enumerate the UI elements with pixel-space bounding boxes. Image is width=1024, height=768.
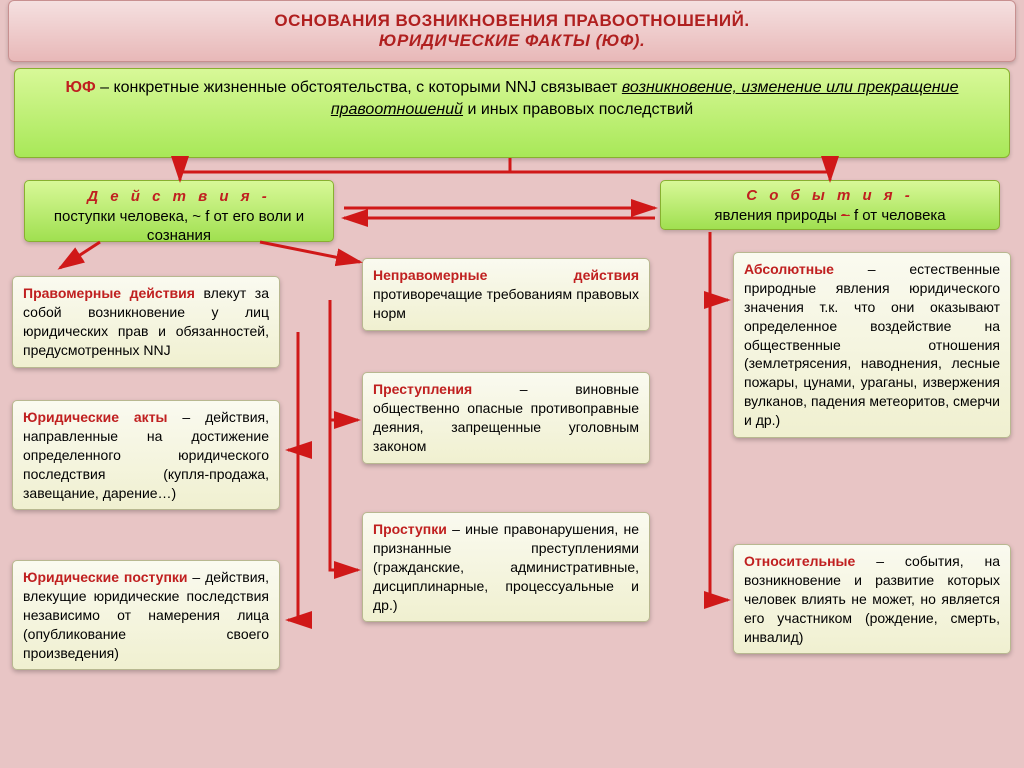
definition-abbr: ЮФ: [66, 79, 96, 96]
definition-text2: и иных правовых последствий: [463, 101, 693, 118]
card-deeds: Юридические поступки – действия, влекущи…: [12, 560, 280, 670]
actions-desc: поступки человека, ~ f от его воли и соз…: [35, 207, 323, 246]
card-offenses-title: Проступки: [373, 521, 447, 537]
events-desc: явления природы ~ f от человека: [671, 206, 989, 226]
card-unlawful: Неправомерные действия противоречащие тр…: [362, 258, 650, 331]
events-title: С о б ы т и я -: [671, 186, 989, 206]
card-absolute-text: – естественные природные явления юридиче…: [744, 261, 1000, 428]
events-desc-strike: ~: [841, 207, 850, 224]
card-acts: Юридические акты – действия, направленны…: [12, 400, 280, 510]
events-desc-post: f от человека: [850, 207, 946, 224]
actions-title: Д е й с т в и я -: [35, 187, 323, 207]
card-unlawful-title: Неправомерные действия: [373, 267, 639, 283]
card-acts-title: Юридические акты: [23, 409, 168, 425]
card-deeds-title: Юридические поступки: [23, 569, 188, 585]
title-line1: ОСНОВАНИЯ ВОЗНИКНОВЕНИЯ ПРАВООТНОШЕНИЙ.: [274, 11, 749, 31]
card-relative: Относительные – события, на возникновени…: [733, 544, 1011, 654]
main-title: ОСНОВАНИЯ ВОЗНИКНОВЕНИЯ ПРАВООТНОШЕНИЙ. …: [8, 0, 1016, 62]
events-desc-pre: явления природы: [714, 207, 841, 224]
card-offenses: Проступки – иные правонарушения, не приз…: [362, 512, 650, 622]
definition-text1: – конкретные жизненные обстоятельства, с…: [96, 79, 622, 96]
card-relative-title: Относительные: [744, 553, 855, 569]
card-lawful: Правомерные действия влекут за собой воз…: [12, 276, 280, 368]
card-crimes: Преступления – виновные общественно опас…: [362, 372, 650, 464]
card-crimes-title: Преступления: [373, 381, 472, 397]
actions-box: Д е й с т в и я - поступки человека, ~ f…: [24, 180, 334, 242]
definition-box: ЮФ – конкретные жизненные обстоятельства…: [14, 68, 1010, 158]
card-unlawful-text: противоречащие требованиям правовых норм: [373, 286, 639, 321]
card-absolute: Абсолютные – естественные природные явле…: [733, 252, 1011, 438]
events-box: С о б ы т и я - явления природы ~ f от ч…: [660, 180, 1000, 230]
card-absolute-title: Абсолютные: [744, 261, 834, 277]
card-lawful-title: Правомерные действия: [23, 285, 195, 301]
title-line2: ЮРИДИЧЕСКИЕ ФАКТЫ (ЮФ).: [379, 31, 645, 51]
